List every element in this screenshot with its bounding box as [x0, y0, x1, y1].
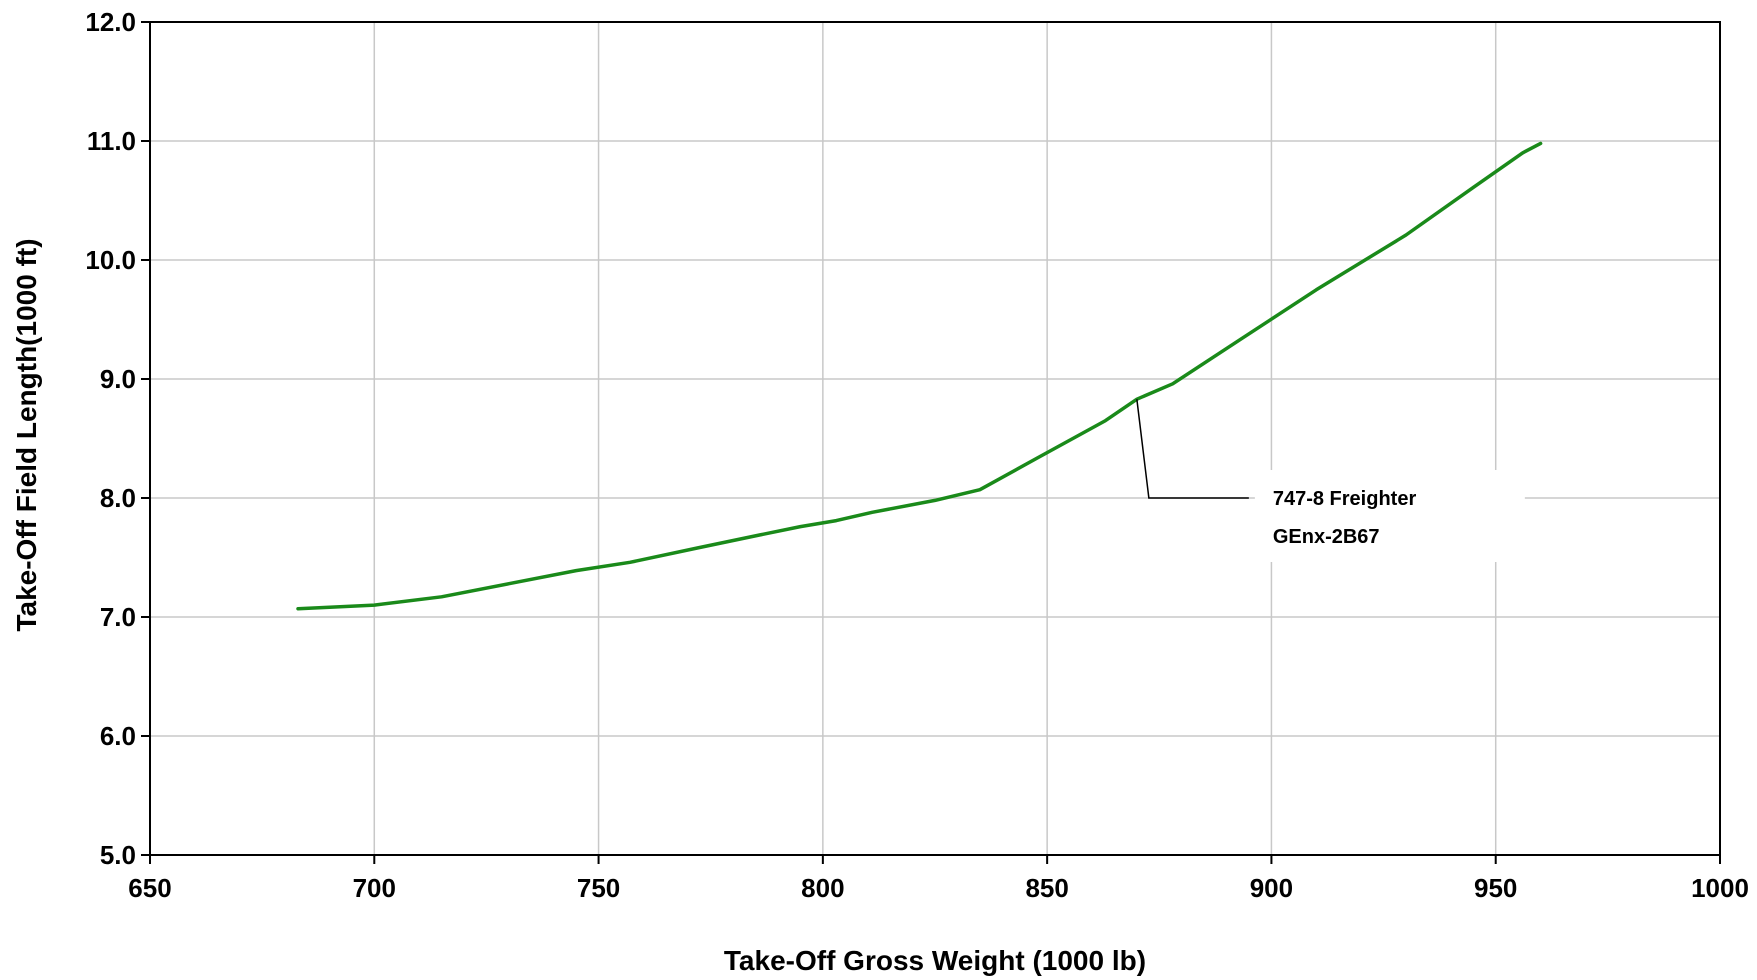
y-tick-label-12.0: 12.0: [85, 7, 136, 37]
series-line-0: [296, 141, 1543, 611]
x-tick-label-750: 750: [577, 873, 620, 903]
y-tick-label-10.0: 10.0: [85, 245, 136, 275]
x-tick-label-850: 850: [1025, 873, 1068, 903]
annotation-text-line-0: 747-8 Freighter: [1273, 488, 1417, 510]
grid-lines: [150, 22, 1720, 855]
y-axis-title: Take-Off Field Length(1000 ft): [11, 238, 42, 631]
x-tick-label-900: 900: [1250, 873, 1293, 903]
x-axis-tick-labels: 650 700 750 800 850 900 950 1000: [128, 873, 1749, 903]
y-tick-label-6.0: 6.0: [100, 721, 136, 751]
plot-frame: [149, 21, 1721, 856]
y-axis-tick-labels: 5.0 6.0 7.0 8.0 9.0 10.0 11.0 12.0: [85, 7, 136, 870]
axes: [141, 21, 1721, 864]
y-tick-label-7.0: 7.0: [100, 602, 136, 632]
y-tick-label-11.0: 11.0: [87, 126, 136, 156]
y-tick-label-8.0: 8.0: [100, 483, 136, 513]
x-axis-title: Take-Off Gross Weight (1000 lb): [724, 945, 1146, 976]
series-lines: [296, 141, 1543, 611]
annotation-box: [1254, 470, 1525, 562]
x-tick-label-700: 700: [353, 873, 396, 903]
x-tick-label-800: 800: [801, 873, 844, 903]
y-tick-label-9.0: 9.0: [100, 364, 136, 394]
x-tick-label-950: 950: [1474, 873, 1517, 903]
annotation: 747-8 Freighter GEnx-2B67: [1136, 399, 1525, 562]
y-tick-label-5.0: 5.0: [100, 840, 136, 870]
x-tick-label-650: 650: [128, 873, 171, 903]
x-tick-label-1000: 1000: [1691, 873, 1749, 903]
annotation-text-line-1: GEnx-2B67: [1273, 526, 1380, 548]
annotation-leader-line: [1136, 399, 1249, 499]
